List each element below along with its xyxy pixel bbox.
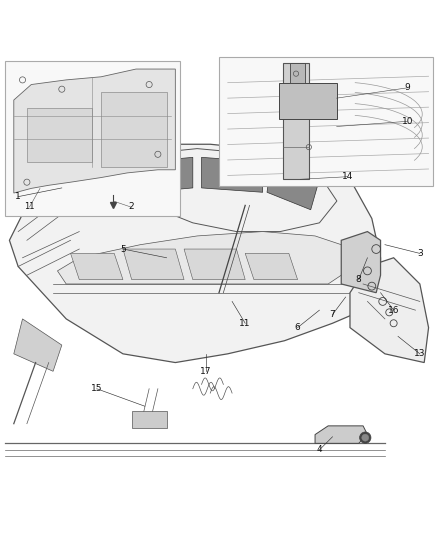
Polygon shape <box>350 258 428 362</box>
Text: 5: 5 <box>120 245 126 254</box>
Polygon shape <box>283 63 309 179</box>
Text: 16: 16 <box>388 305 399 314</box>
Polygon shape <box>27 108 92 162</box>
Polygon shape <box>14 319 62 372</box>
Text: 11: 11 <box>24 203 35 212</box>
Text: 3: 3 <box>417 249 423 258</box>
Polygon shape <box>57 231 350 284</box>
Text: 17: 17 <box>200 367 212 376</box>
Polygon shape <box>14 69 175 193</box>
Polygon shape <box>71 253 123 280</box>
Polygon shape <box>132 410 166 428</box>
Text: 2: 2 <box>128 203 134 212</box>
Polygon shape <box>341 231 381 293</box>
Polygon shape <box>290 63 304 83</box>
Text: 15: 15 <box>91 384 102 393</box>
Text: 7: 7 <box>330 310 336 319</box>
Text: 10: 10 <box>402 117 413 126</box>
FancyBboxPatch shape <box>5 61 180 216</box>
Polygon shape <box>101 92 166 167</box>
Polygon shape <box>279 83 337 119</box>
Text: 9: 9 <box>404 83 410 92</box>
Polygon shape <box>145 157 193 192</box>
Circle shape <box>360 432 371 443</box>
Polygon shape <box>123 249 184 280</box>
FancyBboxPatch shape <box>219 57 433 185</box>
Polygon shape <box>245 253 297 280</box>
Polygon shape <box>267 161 319 210</box>
Text: 8: 8 <box>356 275 362 284</box>
Text: 13: 13 <box>414 349 426 358</box>
Polygon shape <box>201 157 263 192</box>
Text: 4: 4 <box>317 446 322 454</box>
Text: 14: 14 <box>342 172 353 181</box>
Polygon shape <box>184 249 245 280</box>
Polygon shape <box>10 144 381 362</box>
Polygon shape <box>315 426 367 443</box>
Text: 11: 11 <box>240 319 251 328</box>
Circle shape <box>362 434 369 441</box>
Text: 6: 6 <box>295 323 300 332</box>
Text: 1: 1 <box>15 192 21 201</box>
